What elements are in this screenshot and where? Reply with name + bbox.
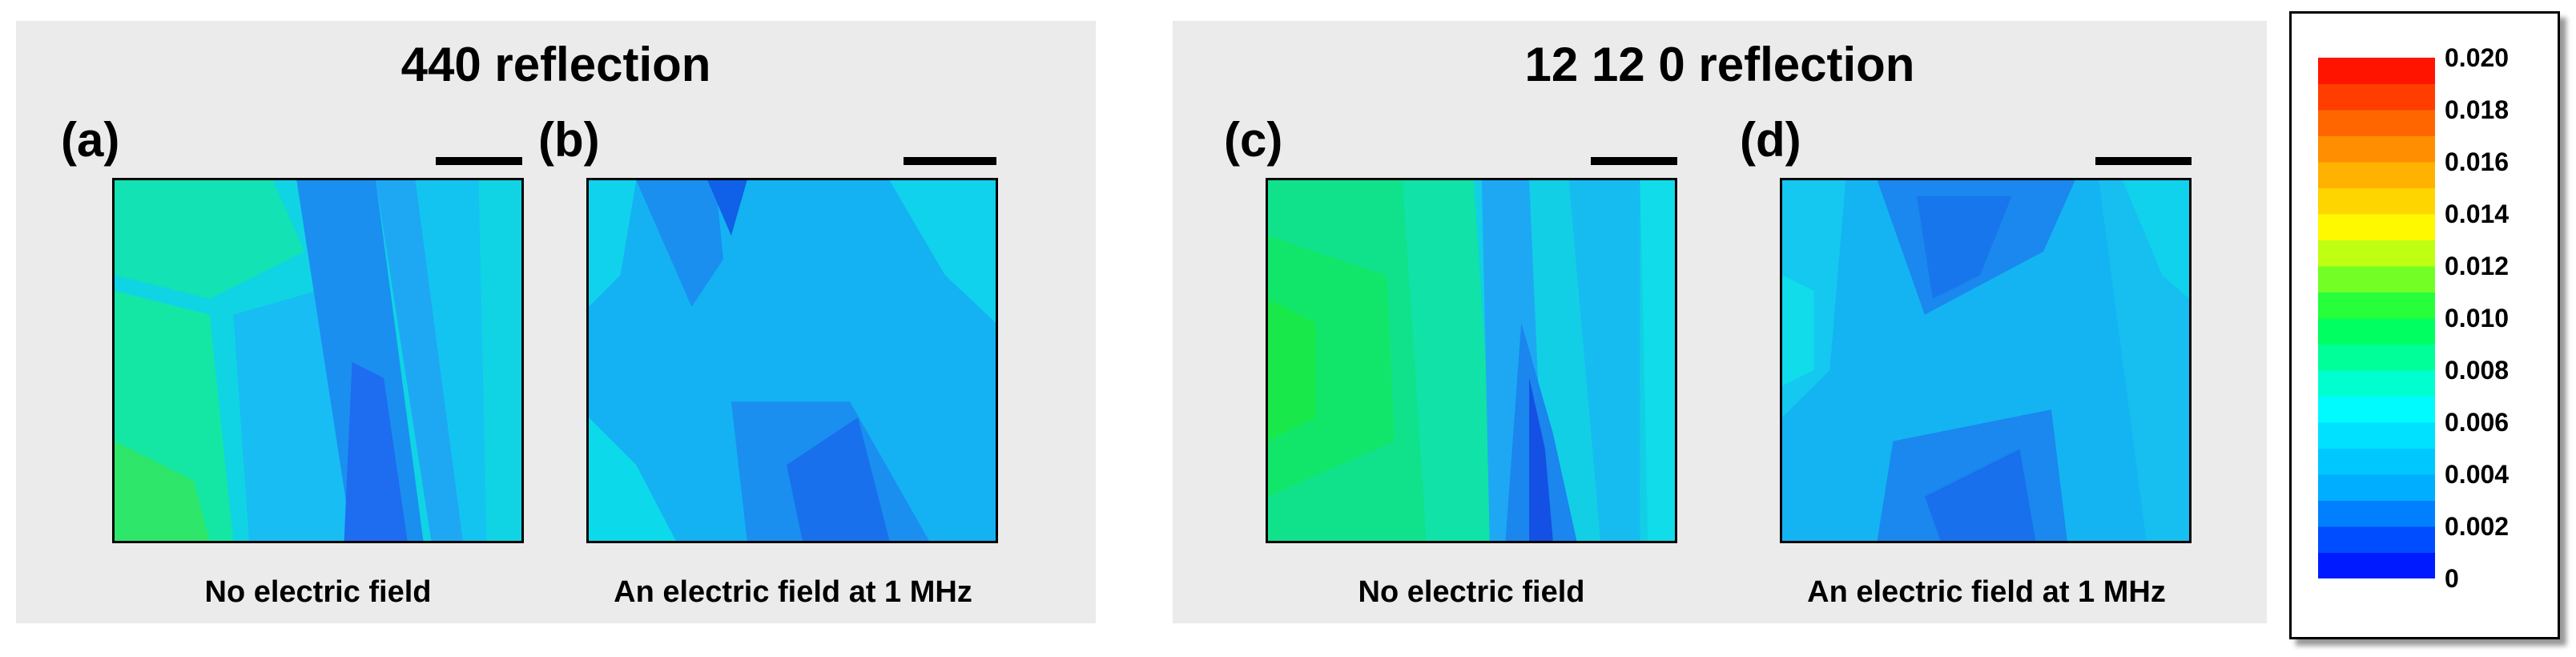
colorbar-band — [2318, 58, 2435, 84]
colorbar-band — [2318, 422, 2435, 449]
colorbar-band — [2318, 187, 2435, 215]
group-title-12120: 12 12 0 reflection — [1524, 38, 1915, 91]
group-title-440: 440 reflection — [400, 38, 711, 91]
colorbar-tick-label: 0.008 — [2445, 356, 2510, 385]
colorbar-gradient — [2318, 58, 2435, 578]
colorbar-band — [2318, 135, 2435, 163]
panel-label-c: (c) — [1224, 113, 1283, 167]
colorbar-band — [2318, 526, 2435, 553]
colorbar-band — [2318, 266, 2435, 292]
colorbar-band — [2318, 162, 2435, 188]
colorbar-band — [2318, 344, 2435, 371]
colorbar-tick-label: 0.006 — [2445, 408, 2510, 437]
contour-map-c — [1266, 178, 1677, 543]
colorbar-band — [2318, 240, 2435, 267]
colorbar-band — [2318, 396, 2435, 423]
colorbar-tick-label: 0 — [2445, 564, 2459, 593]
colorbar-band — [2318, 370, 2435, 397]
contour-map-b — [586, 178, 998, 543]
contour-map-a — [112, 178, 524, 543]
scale-bar-b — [904, 157, 996, 165]
colorbar-tick-label: 0.010 — [2445, 304, 2510, 333]
colorbar-tick-label: 0.004 — [2445, 460, 2510, 489]
colorbar-tick-label: 0.020 — [2445, 43, 2510, 72]
panel-caption-b: An electric field at 1 MHz — [614, 575, 972, 609]
panel-label-d: (d) — [1740, 113, 1801, 167]
colorbar-band — [2318, 110, 2435, 136]
colorbar-band — [2318, 292, 2435, 319]
colorbar-band — [2318, 318, 2435, 345]
colorbar-tick-label: 0.014 — [2445, 200, 2510, 228]
colorbar-tick-label: 0.002 — [2445, 512, 2510, 541]
panel-label-b: (b) — [538, 113, 600, 167]
panel-caption-d: An electric field at 1 MHz — [1807, 575, 2166, 609]
panel-caption-a: No electric field — [204, 575, 432, 609]
scale-bar-c — [1591, 157, 1677, 165]
colorbar-tick-label: 0.018 — [2445, 95, 2510, 124]
colorbar-band — [2318, 552, 2435, 578]
colorbar-band — [2318, 474, 2435, 501]
colorbar-band — [2318, 448, 2435, 475]
colorbar-band — [2318, 83, 2435, 111]
colorbar-band — [2318, 214, 2435, 240]
panel-caption-c: No electric field — [1358, 575, 1585, 609]
scale-bar-d — [2095, 157, 2192, 165]
scale-bar-a — [436, 157, 522, 165]
colorbar-band — [2318, 500, 2435, 527]
contour-map-d — [1780, 178, 2192, 543]
panel-label-a: (a) — [61, 113, 120, 167]
colorbar-tick-label: 0.012 — [2445, 252, 2510, 280]
colorbar-tick-label: 0.016 — [2445, 147, 2510, 176]
